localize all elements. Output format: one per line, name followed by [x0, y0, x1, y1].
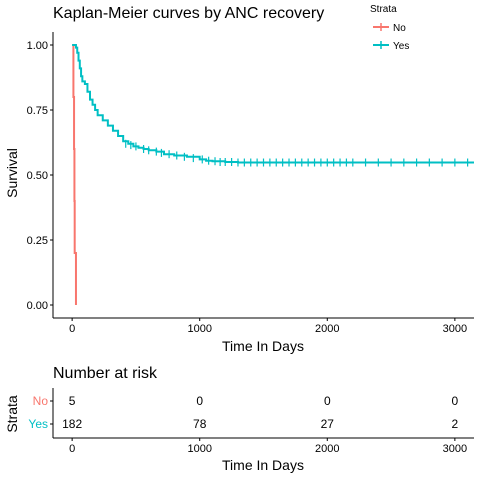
legend-label-no: No	[393, 23, 406, 34]
risk-count: 2	[452, 417, 459, 431]
risk-y-axis-label: Strata	[4, 395, 20, 433]
km-y-tick-label: 0.75	[27, 105, 48, 117]
legend: Strata No Yes	[370, 4, 409, 52]
risk-count: 0	[324, 394, 331, 408]
legend-label-yes: Yes	[393, 41, 409, 52]
risk-count: 27	[321, 417, 335, 431]
risk-count: 0	[196, 394, 203, 408]
km-x-tick-label: 0	[69, 323, 75, 335]
risk-strata-label-no: No	[33, 394, 49, 408]
km-x-tick-label: 1000	[187, 323, 211, 335]
km-x-tick-label: 2000	[315, 323, 339, 335]
risk-x-axis-label: Time In Days	[222, 457, 304, 473]
km-y-tick-label: 1.00	[27, 40, 48, 52]
km-plot-area: 0.00 0.25 0.50 0.75 1.00 0 1000 2000 3000	[27, 32, 474, 335]
risk-table-title: Number at risk	[53, 365, 158, 382]
risk-count: 78	[193, 417, 207, 431]
risk-x-tick-label: 2000	[315, 443, 339, 455]
risk-strata-label-yes: Yes	[28, 417, 48, 431]
km-curve-no	[72, 44, 77, 305]
risk-table-area: 0 1000 2000 3000 No 5 0 0 0 Yes 182 78 27 2	[28, 388, 474, 455]
km-x-axis-label: Time In Days	[222, 338, 304, 354]
risk-count: 0	[452, 394, 459, 408]
risk-x-tick-label: 3000	[443, 443, 467, 455]
risk-x-tick-label: 1000	[187, 443, 211, 455]
legend-item-no: No	[373, 23, 406, 34]
km-x-tick-label: 3000	[443, 323, 467, 335]
km-chart-title: Kaplan-Meier curves by ANC recovery	[53, 5, 324, 22]
km-y-tick-label: 0.25	[27, 235, 48, 247]
km-y-tick-label: 0.50	[27, 170, 48, 182]
legend-title: Strata	[370, 4, 397, 15]
risk-count: 182	[62, 417, 82, 431]
km-y-tick-label: 0.00	[27, 300, 48, 312]
legend-item-yes: Yes	[373, 41, 409, 52]
risk-count: 5	[69, 394, 76, 408]
km-curve-yes	[72, 44, 474, 164]
risk-x-tick-label: 0	[69, 443, 75, 455]
km-y-axis-label: Survival	[4, 148, 20, 198]
